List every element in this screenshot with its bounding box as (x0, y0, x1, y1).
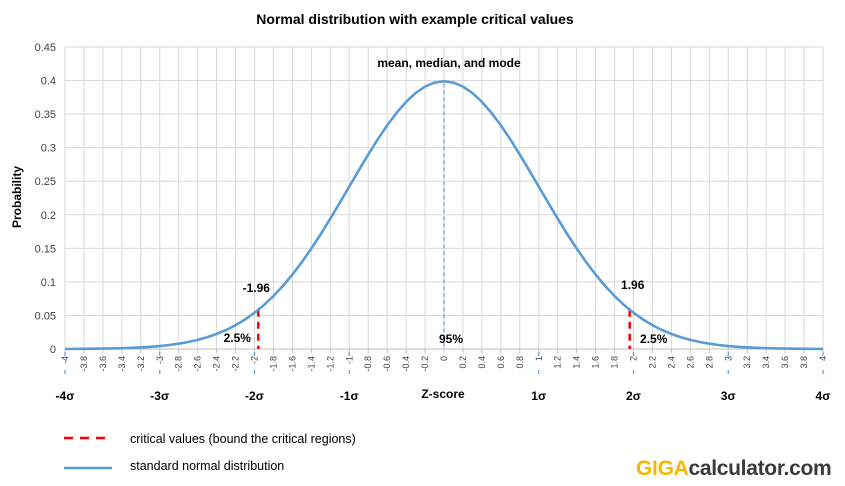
y-tick-label: 0.15 (35, 243, 56, 255)
sigma-label: -2σ (245, 389, 264, 403)
x-tick-label: 2.2 (647, 356, 657, 369)
gridlines (64, 46, 824, 349)
x-tick-label: -3.6 (98, 356, 108, 372)
annotations: -1.96 2.5% 1.96 2.5% mean, median, and mode 9… (224, 56, 668, 346)
x-tick-label: -2.6 (193, 356, 203, 372)
x-tick-label: -2 (250, 356, 260, 364)
x-tick-label: 2.8 (704, 356, 714, 369)
critical-value-label-left: -1.96 (243, 281, 271, 295)
x-tick-label: 2.6 (685, 356, 695, 369)
x-tick-label: -4 (60, 356, 70, 364)
x-tick-label: -2.2 (231, 356, 241, 372)
x-tick-label: -0.4 (401, 356, 411, 372)
x-tick-label: 1.4 (572, 356, 582, 369)
y-tick-label: 0.25 (35, 176, 56, 188)
x-tick-label: 3.4 (761, 356, 771, 369)
x-axis-label: Z-score (421, 387, 465, 401)
y-tick-label: 0.05 (35, 310, 56, 322)
x-tick-label: 4 (818, 356, 828, 361)
tail-percent-right: 2.5% (640, 332, 668, 346)
x-tick-label: 1.6 (591, 356, 601, 369)
y-tick-label: 0 (50, 344, 56, 356)
x-tick-label: -2.8 (174, 356, 184, 372)
y-tick-label: 0.4 (41, 76, 56, 88)
legend-label-normal: standard normal distribution (130, 459, 284, 473)
x-tick-label: -0.6 (382, 356, 392, 372)
y-tick-label: 0.2 (41, 210, 56, 222)
critical-value-label-right: 1.96 (621, 278, 645, 292)
sigma-label: -1σ (340, 389, 359, 403)
x-tick-label: 3.2 (742, 356, 752, 369)
x-tick-label: -2.4 (212, 356, 222, 372)
sigma-label: 2σ (626, 389, 641, 403)
legend-label-critical: critical values (bound the critical regi… (130, 432, 356, 446)
x-tick-label: -3.8 (79, 356, 89, 372)
sigma-label: 4σ (816, 389, 831, 403)
x-tick-label: 1.2 (553, 356, 563, 369)
x-tick-label: -1.2 (325, 356, 335, 372)
x-tick-label: -1 (344, 356, 354, 364)
chart-title: Normal distribution with example critica… (256, 11, 574, 27)
x-tick-label: 2 (629, 356, 639, 361)
x-tick-label: 0.6 (496, 356, 506, 369)
x-tick-label: 1 (534, 356, 544, 361)
central-percent-label: 95% (439, 332, 463, 346)
x-tick-label: 3 (723, 356, 733, 361)
y-tick-label: 0.35 (35, 109, 56, 121)
brand-calculator: calculator.com (688, 457, 832, 480)
x-tick-label: -3.4 (117, 356, 127, 372)
normal-curve-line (64, 79, 824, 351)
sigma-label: 1σ (531, 389, 546, 403)
legend: critical values (bound the critical regi… (64, 432, 356, 473)
y-tick-labels: 0 0.05 0.1 0.15 0.2 0.25 0.3 0.35 0.4 0.45 (35, 42, 56, 356)
mean-median-mode-label: mean, median, and mode (377, 56, 521, 70)
x-axis (64, 348, 824, 353)
sigma-label: 3σ (721, 389, 736, 403)
x-tick-label: 3.6 (780, 356, 790, 369)
y-tick-label: 0.45 (35, 42, 56, 54)
brand-giga: GIGA (636, 457, 689, 480)
x-tick-label: -1.6 (287, 356, 297, 372)
x-tick-label: -1.4 (306, 356, 316, 372)
x-tick-label: 1.8 (610, 356, 620, 369)
x-tick-label: -0.8 (363, 356, 373, 372)
x-tick-labels: -4 -3.8 -3.6 -3.4 -3.2 -3 -2.8 -2.6 -2.4 -2.2 -2 -1… (60, 356, 828, 372)
x-tick-label: 0.8 (515, 356, 525, 369)
sigma-label: -3σ (150, 389, 169, 403)
distribution-curve (64, 79, 824, 351)
x-tick-label: 3.8 (799, 356, 809, 369)
x-tick-label: 2.4 (666, 356, 676, 369)
y-axis-label: Probability (10, 166, 24, 228)
y-tick-label: 0.1 (41, 277, 56, 289)
sigma-labels: -4σ -3σ -2σ -1σ 1σ 2σ 3σ 4σ (56, 352, 831, 403)
tail-percent-left: 2.5% (224, 331, 252, 345)
x-tick-label: 0.4 (477, 356, 487, 369)
x-tick-label: -1.8 (268, 356, 278, 372)
x-tick-label: 0 (439, 356, 449, 361)
x-tick-label: -3 (155, 356, 165, 364)
x-tick-label: -3.2 (136, 356, 146, 372)
sigma-label: -4σ (56, 389, 75, 403)
critical-value-lines (257, 309, 631, 349)
x-tick-label: 0.2 (458, 356, 468, 369)
y-tick-label: 0.3 (41, 143, 56, 155)
gigacalculator-logo: GIGAcalculator.com (636, 457, 832, 481)
x-tick-label: -0.2 (420, 356, 430, 372)
